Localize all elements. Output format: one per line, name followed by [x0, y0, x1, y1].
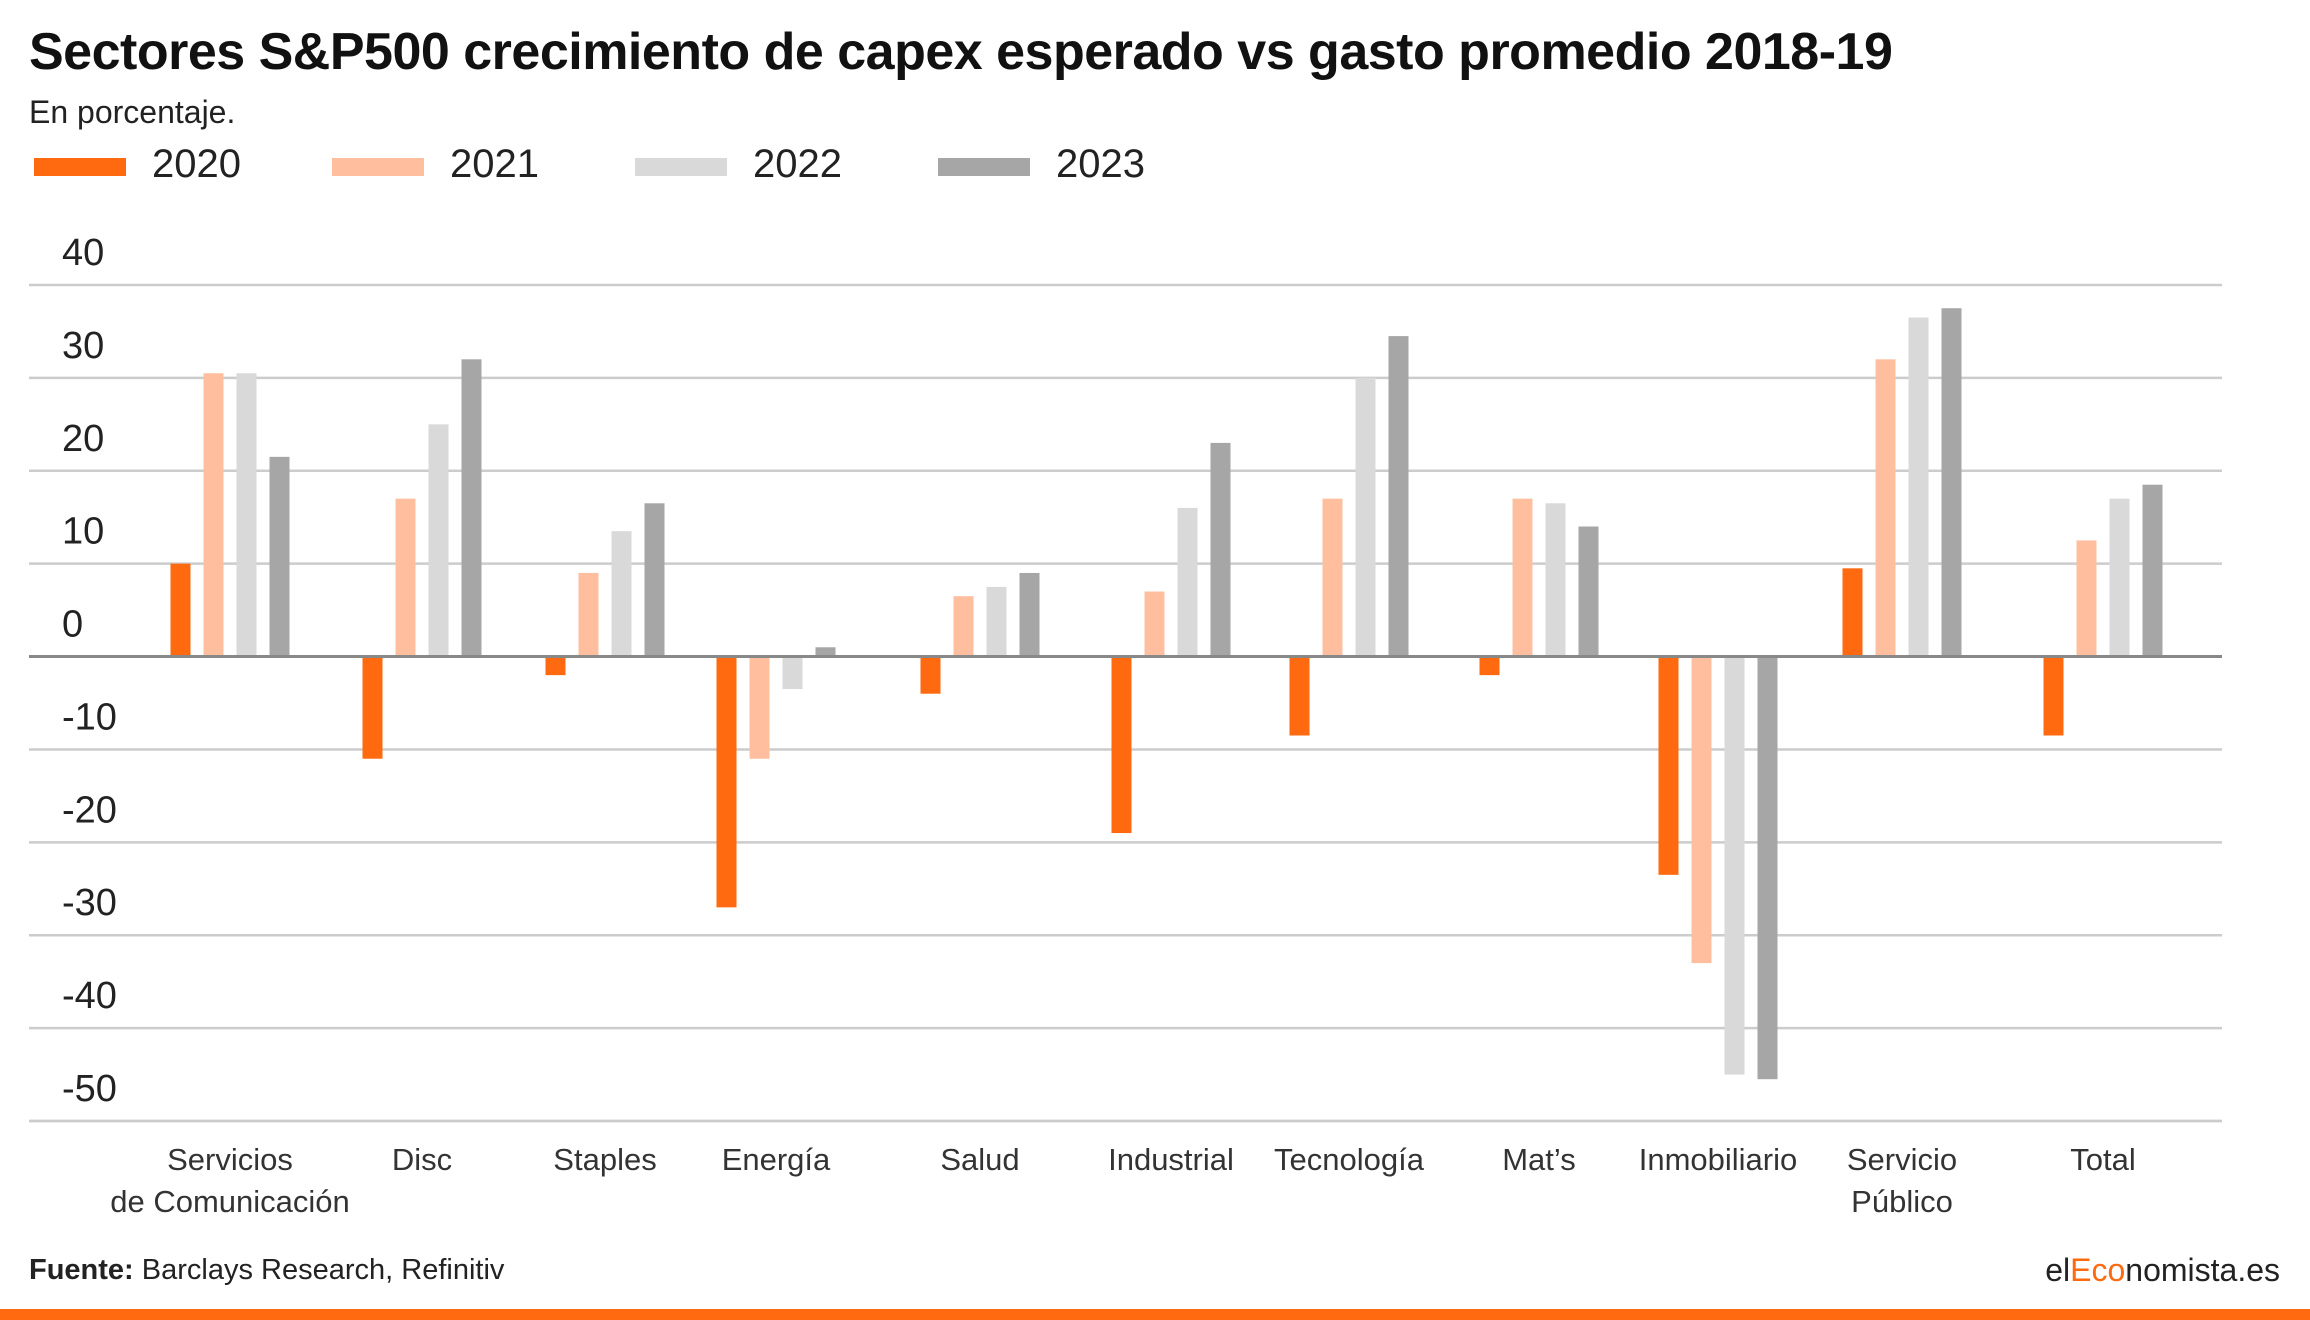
legend-swatch [34, 158, 126, 176]
bar-2022 [1724, 656, 1745, 1075]
bar-2020 [716, 656, 737, 908]
y-tick-label: 10 [62, 511, 104, 553]
bar-2021 [395, 498, 416, 657]
x-tick-label: Mat’s [1502, 1142, 1576, 1177]
bar-2023 [815, 647, 836, 657]
legend-swatch [635, 158, 727, 176]
y-tick-label: -30 [62, 882, 117, 924]
bar-2021 [1512, 498, 1533, 657]
legend-swatch [332, 158, 424, 176]
y-tick-label: 30 [62, 325, 104, 367]
bar-2021 [203, 373, 224, 657]
x-tick-label: Servicio [1847, 1142, 1957, 1177]
source-note: Fuente: Barclays Research, Refinitiv [29, 1254, 504, 1287]
bottom-accent-bar [0, 1309, 2310, 1320]
bar-2020 [1479, 656, 1500, 676]
bar-2023 [269, 456, 290, 657]
y-tick-label: 0 [62, 604, 83, 646]
bar-2021 [749, 656, 770, 759]
x-tick-label: Inmobiliario [1639, 1142, 1798, 1177]
bar-chart: 40 30 20 10 0 -10 -20 -30 -40 -50 Servicios de Com… [29, 232, 2222, 1219]
bar-2022 [986, 586, 1007, 657]
bar-2023 [1941, 308, 1962, 657]
legend-swatch [938, 158, 1030, 176]
bar-2022 [782, 656, 803, 690]
bars [170, 308, 2163, 1080]
bar-2022 [236, 373, 257, 657]
legend-label: 2020 [152, 142, 241, 186]
gridlines [29, 283, 2222, 1123]
bar-2023 [1757, 656, 1778, 1080]
bar-2022 [428, 424, 449, 657]
bar-2022 [1177, 507, 1198, 657]
x-tick-label: Servicios [167, 1142, 293, 1177]
legend-label: 2023 [1056, 142, 1145, 186]
bar-2021 [1875, 359, 1896, 657]
y-tick-label: 20 [62, 418, 104, 460]
bar-2021 [953, 596, 974, 657]
source-label: Fuente: [29, 1254, 134, 1286]
y-tick-label: -10 [62, 696, 117, 738]
x-tick-label: Energía [722, 1142, 831, 1177]
y-axis-ticks: 40 30 20 10 0 -10 -20 -30 -40 -50 [62, 232, 117, 1110]
x-tick-label: Total [2070, 1142, 2135, 1177]
brand-logo: elEconomista.es [2045, 1252, 2280, 1289]
bar-2023 [461, 359, 482, 657]
x-tick-label: Staples [553, 1142, 656, 1177]
bar-2021 [578, 572, 599, 657]
bar-2022 [1355, 377, 1376, 657]
y-tick-label: -40 [62, 975, 117, 1017]
x-tick-label: de Comunicación [110, 1184, 350, 1219]
bar-2020 [1842, 568, 1863, 657]
x-axis-labels: Servicios de Comunicación Disc Staples Energ… [110, 1142, 2136, 1219]
brand-accent: Eco [2070, 1252, 2126, 1288]
chart-title: Sectores S&P500 crecimiento de capex esp… [29, 23, 1893, 81]
y-tick-label: -50 [62, 1068, 117, 1110]
brand-suffix: nomista.es [2125, 1252, 2280, 1288]
bar-2021 [1322, 498, 1343, 657]
bar-2022 [1545, 503, 1566, 657]
bar-2020 [170, 563, 191, 657]
x-tick-label: Industrial [1108, 1142, 1234, 1177]
bar-2023 [644, 503, 665, 657]
bar-2022 [2109, 498, 2130, 657]
legend-label: 2022 [753, 142, 842, 186]
x-tick-label: Tecnología [1274, 1142, 1425, 1177]
bar-2022 [1908, 317, 1929, 657]
bar-2023 [1578, 526, 1599, 657]
bar-2023 [1388, 336, 1409, 657]
bar-2023 [2142, 484, 2163, 657]
bar-2020 [2043, 656, 2064, 736]
brand-prefix: el [2045, 1252, 2071, 1288]
bar-2020 [362, 656, 383, 759]
x-tick-label: Salud [940, 1142, 1019, 1177]
bar-2023 [1210, 442, 1231, 657]
bar-2020 [1658, 656, 1679, 875]
y-tick-label: -20 [62, 789, 117, 831]
bar-2021 [2076, 540, 2097, 657]
bar-2022 [611, 531, 632, 657]
bar-2023 [1019, 572, 1040, 657]
bar-2021 [1144, 591, 1165, 657]
x-tick-label: Disc [392, 1142, 452, 1177]
bar-2020 [545, 656, 566, 676]
bar-2021 [1691, 656, 1712, 964]
source-text: Barclays Research, Refinitiv [141, 1254, 505, 1286]
bar-2020 [1289, 656, 1310, 736]
y-tick-label: 40 [62, 232, 104, 274]
chart-subtitle: En porcentaje. [29, 94, 236, 130]
x-tick-label: Público [1851, 1184, 1953, 1219]
legend-label: 2021 [450, 142, 539, 186]
bar-2020 [1111, 656, 1132, 834]
bar-2020 [920, 656, 941, 694]
